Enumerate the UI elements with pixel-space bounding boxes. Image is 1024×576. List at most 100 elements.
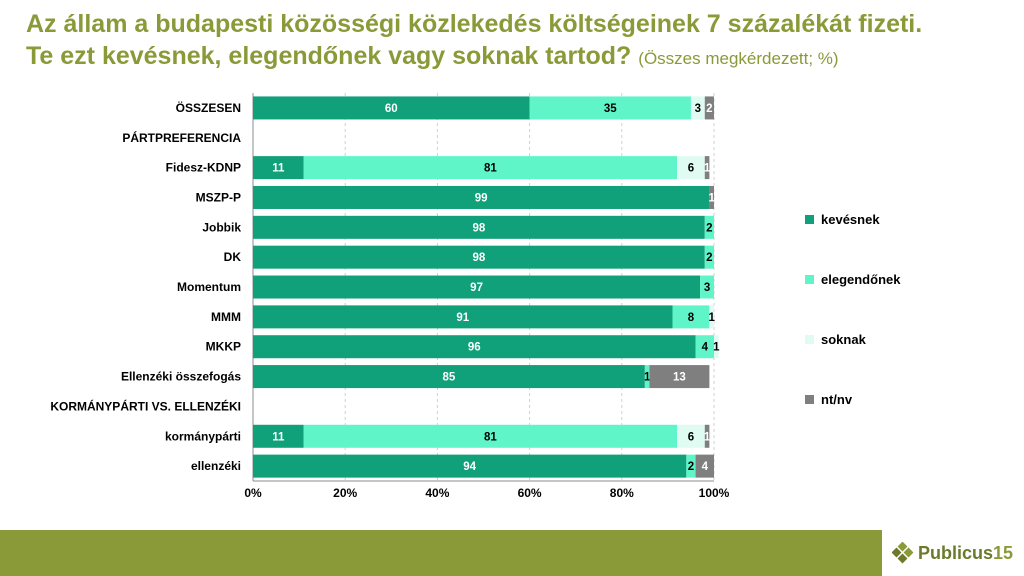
publicus-logo: Publicus 15: [892, 536, 1020, 570]
bar-segment: [253, 185, 710, 209]
data-label: 91: [456, 312, 469, 324]
data-label: 1: [708, 312, 715, 324]
diamond-logo-icon: [892, 542, 914, 564]
bar-segment: [253, 454, 687, 478]
legend-label: kevésnek: [821, 212, 880, 227]
title-note: (Összes megkérdezett; %): [638, 49, 839, 68]
data-label: 2: [706, 222, 712, 234]
legend-swatch: [805, 335, 814, 344]
data-label: 2: [706, 252, 712, 264]
logo-number: 15: [993, 542, 1014, 563]
group-header-label: PÁRTPREFERENCIA: [122, 130, 241, 145]
bar-segment: [709, 185, 714, 209]
bar-segment: [303, 156, 678, 180]
bar-segment: [695, 335, 714, 359]
data-label: 2: [688, 461, 694, 473]
category-label: MMM: [211, 310, 241, 324]
legend-item: nt/nv: [805, 392, 852, 407]
data-label: 4: [702, 342, 709, 354]
data-label: 11: [272, 431, 285, 443]
legend-swatch: [805, 395, 814, 404]
data-label: 11: [272, 163, 285, 175]
x-tick-label: 80%: [610, 486, 634, 500]
data-label: 1: [708, 192, 715, 204]
title-line-1: Az állam a budapesti közösségi közlekedé…: [26, 10, 923, 38]
bar-segment: [714, 335, 719, 359]
category-label: Momentum: [177, 280, 241, 294]
category-label: Fidesz-KDNP: [166, 161, 241, 175]
data-label: 81: [484, 163, 497, 175]
category-label: MSZP-P: [196, 190, 241, 204]
bar-segment: [672, 305, 710, 329]
footer-band: [0, 530, 882, 576]
bar-segment: [644, 365, 650, 389]
category-label: MKKP: [206, 340, 241, 354]
bar-segment: [529, 96, 691, 120]
bar-segment: [686, 454, 696, 478]
legend-item: kevésnek: [805, 212, 880, 227]
data-label: 8: [688, 312, 695, 324]
chart-title: Az állam a budapesti közösségi közlekedé…: [26, 8, 1016, 75]
bar-segment: [253, 215, 705, 239]
data-label: 98: [472, 252, 485, 264]
bar-segment: [253, 424, 304, 448]
title-line-2: Te ezt kevésnek, elegendőnek vagy soknak…: [26, 40, 1016, 75]
legend-label: soknak: [821, 332, 866, 347]
legend-item: elegendőnek: [805, 272, 900, 287]
data-label: 13: [673, 372, 686, 384]
bar-segment: [253, 156, 304, 180]
data-label: 97: [470, 282, 483, 294]
x-tick-label: 0%: [244, 486, 262, 500]
category-label: kormánypárti: [165, 429, 241, 443]
bar-segment: [709, 305, 714, 329]
data-label: 35: [604, 103, 617, 115]
logo-text: Publicus: [918, 542, 994, 563]
x-tick-label: 60%: [518, 486, 542, 500]
x-tick-label: 20%: [333, 486, 357, 500]
bar-segment: [303, 424, 678, 448]
bar-segment: [695, 454, 714, 478]
x-tick-label: 100%: [699, 486, 730, 500]
bar-segment: [704, 424, 710, 448]
data-label: 6: [688, 431, 694, 443]
bar-segment: [690, 96, 705, 120]
category-label: ÖSSZESEN: [176, 100, 241, 115]
bar-segment: [253, 305, 673, 329]
bar-segment: [677, 424, 705, 448]
category-label: DK: [224, 250, 242, 264]
data-label: 3: [695, 103, 701, 115]
bar-segment: [649, 365, 710, 389]
legend-label: elegendőnek: [821, 272, 901, 287]
bar-segment: [253, 365, 645, 389]
bar-segment: [253, 96, 530, 120]
data-label: 99: [475, 192, 488, 204]
legend-swatch: [805, 215, 814, 224]
data-label: 98: [472, 222, 485, 234]
bar-segment: [704, 245, 714, 269]
title-question: Te ezt kevésnek, elegendőnek vagy soknak…: [26, 42, 632, 70]
data-label: 3: [704, 282, 710, 294]
data-label: 85: [443, 372, 456, 384]
category-label: Ellenzéki összefogás: [121, 370, 241, 384]
bar-segment: [704, 215, 714, 239]
data-label: 2: [706, 103, 712, 115]
data-label: 1: [704, 163, 711, 175]
data-label: 6: [688, 163, 694, 175]
bar-segment: [704, 96, 714, 120]
data-label: 1: [644, 372, 651, 384]
legend-label: nt/nv: [821, 392, 853, 407]
bar-segment: [700, 275, 714, 299]
bar-segment: [253, 245, 705, 269]
bar-segment: [253, 275, 701, 299]
bar-segment: [677, 156, 705, 180]
data-label: 81: [484, 431, 497, 443]
bar-segment: [253, 335, 696, 359]
data-label: 1: [713, 342, 720, 354]
category-label: Jobbik: [202, 220, 241, 234]
data-label: 4: [702, 461, 709, 473]
data-label: 94: [463, 461, 476, 473]
data-label: 1: [704, 431, 711, 443]
data-label: 96: [468, 342, 481, 354]
group-header-label: KORMÁNYPÁRTI VS. ELLENZÉKI: [50, 398, 241, 413]
bar-segment: [704, 156, 710, 180]
